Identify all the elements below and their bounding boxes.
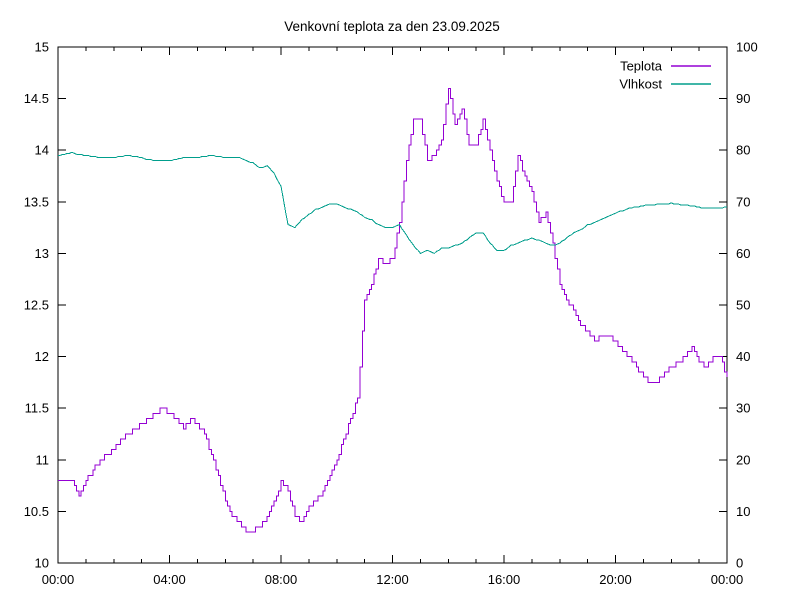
plot-border <box>57 46 728 564</box>
temperature-line <box>58 87 728 533</box>
y-right-tick-label: 80 <box>736 143 750 158</box>
x-axis-tick-label: 00:00 <box>711 572 744 587</box>
y-left-axis-ticks: 10 10.5 11 11.5 12 12.5 13 13.5 14 14.5 15 <box>24 40 66 571</box>
x-axis-tick-label: 12:00 <box>376 572 409 587</box>
legend-label-teplota: Teplota <box>620 59 663 74</box>
chart-title: Venkovní teplota za den 23.09.2025 <box>284 19 499 34</box>
x-axis-tick-label: 00:00 <box>42 572 75 587</box>
x-axis-tick-label: 04:00 <box>153 572 186 587</box>
y-right-tick-label: 70 <box>736 194 750 209</box>
x-axis-ticks: 00:00 04:00 08:00 12:00 16:00 20:00 00:00 <box>42 47 744 587</box>
y-right-tick-label: 60 <box>736 246 750 261</box>
legend-label-vlhkost: Vlhkost <box>619 77 662 92</box>
y-right-tick-label: 100 <box>736 40 758 55</box>
series-lines <box>58 87 728 533</box>
y-left-tick-label: 11.5 <box>25 401 49 416</box>
y-right-axis-ticks: 0 10 20 30 40 50 60 70 80 90 100 <box>719 40 758 571</box>
y-right-tick-label: 10 <box>736 504 750 519</box>
y-left-tick-label: 14 <box>35 143 49 158</box>
y-left-tick-label: 13.5 <box>24 194 49 209</box>
y-left-tick-label: 14.5 <box>24 91 49 106</box>
x-axis-tick-label: 08:00 <box>265 572 298 587</box>
y-left-tick-label: 10 <box>35 556 49 571</box>
y-right-tick-label: 0 <box>736 556 743 571</box>
y-left-tick-label: 12.5 <box>24 298 49 313</box>
y-right-tick-label: 40 <box>736 349 750 364</box>
x-axis-tick-label: 16:00 <box>488 572 521 587</box>
humidity-line <box>58 151 727 255</box>
y-right-tick-label: 90 <box>736 91 750 106</box>
y-right-tick-label: 20 <box>736 452 750 467</box>
y-left-tick-label: 15 <box>35 40 49 55</box>
y-left-tick-label: 11 <box>36 452 50 467</box>
y-left-tick-label: 12 <box>35 349 49 364</box>
x-axis-tick-label: 20:00 <box>599 572 632 587</box>
legend: Teplota Vlhkost <box>619 59 711 92</box>
y-right-tick-label: 50 <box>736 298 750 313</box>
y-left-tick-label: 13 <box>35 246 49 261</box>
y-right-tick-label: 30 <box>736 401 750 416</box>
y-left-tick-label: 10.5 <box>24 504 49 519</box>
